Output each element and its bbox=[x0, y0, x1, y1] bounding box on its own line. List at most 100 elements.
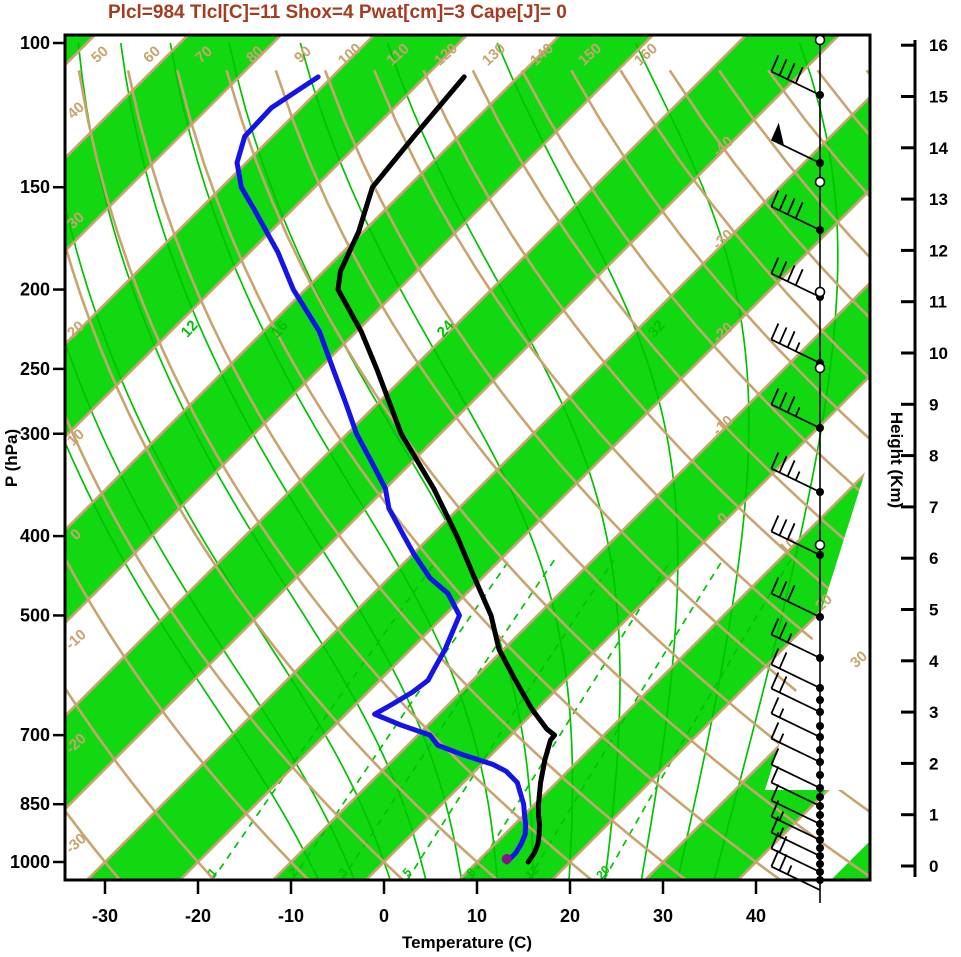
wind-barb-full bbox=[770, 800, 780, 817]
height-tick-label: 5 bbox=[929, 601, 938, 620]
wind-barb-full bbox=[786, 522, 796, 540]
wind-barb-full bbox=[770, 55, 780, 72]
moist-adiabat bbox=[65, 200, 392, 880]
wind-barb-shaft bbox=[771, 781, 821, 807]
wind-barb-full bbox=[770, 648, 780, 665]
isotherm bbox=[65, 35, 375, 346]
wind-barb-full bbox=[778, 392, 788, 409]
wind-barb-full bbox=[794, 201, 804, 219]
wind-barb-full bbox=[770, 766, 780, 783]
pressure-tick-label: 100 bbox=[20, 33, 50, 53]
isotherm bbox=[551, 560, 870, 880]
wind-barb-shaft bbox=[771, 799, 821, 825]
wind-barb-full bbox=[786, 330, 796, 348]
wind-level-circle bbox=[814, 34, 826, 46]
dry-adiabat bbox=[422, 69, 870, 625]
pressure-tick-label: 400 bbox=[20, 526, 50, 546]
temperature-tick-label: 20 bbox=[560, 906, 580, 926]
dry-adiabat bbox=[225, 69, 870, 879]
height-tick-label: 2 bbox=[929, 754, 938, 773]
height-tick-label: 3 bbox=[929, 703, 938, 722]
wind-barb-full bbox=[778, 652, 788, 669]
wind-barb-full bbox=[770, 452, 780, 469]
pressure-tick-label: 200 bbox=[20, 280, 50, 300]
wind-level-dot bbox=[816, 722, 824, 730]
grid-label: 50 bbox=[88, 43, 112, 67]
wind-barb-full bbox=[770, 697, 780, 714]
height-tick-label: 12 bbox=[929, 241, 948, 260]
grid-label: 90 bbox=[291, 43, 315, 67]
height-tick-label: 16 bbox=[929, 36, 948, 55]
isotherm bbox=[365, 374, 870, 880]
dry-adiabat bbox=[65, 685, 216, 880]
wind-level-dot bbox=[816, 793, 824, 801]
dry-adiabat bbox=[471, 69, 870, 563]
isotherm bbox=[458, 467, 870, 880]
dewpoint-curve bbox=[234, 74, 529, 865]
wind-barb-full bbox=[770, 257, 780, 274]
surface-dot bbox=[501, 854, 512, 864]
wind-level-dot bbox=[816, 876, 824, 884]
wind-barb-full bbox=[786, 459, 796, 477]
wind-level-dot bbox=[816, 828, 824, 836]
wind-barb-half bbox=[778, 733, 785, 743]
height-tick-label: 9 bbox=[929, 395, 938, 414]
wind-barb-full bbox=[778, 854, 788, 871]
wind-barb-full bbox=[794, 66, 804, 84]
height-tick-label: 1 bbox=[929, 806, 938, 825]
wind-barb-full bbox=[778, 261, 788, 278]
wind-level-circle bbox=[814, 176, 826, 188]
dry-adiabat bbox=[570, 69, 870, 441]
moist-adiabat bbox=[299, 42, 574, 880]
temperature-tick-label: -20 bbox=[185, 906, 211, 926]
pressure-tick-label: 300 bbox=[20, 424, 50, 444]
wind-barb-pennant bbox=[771, 122, 784, 146]
height-tick-label: 14 bbox=[929, 139, 948, 158]
moist-adiabat bbox=[77, 42, 427, 880]
pressure-axis-title: P (hPa) bbox=[2, 429, 21, 487]
wind-barb-half bbox=[778, 827, 785, 837]
grid-label: 130 bbox=[479, 40, 509, 69]
wind-barb-half bbox=[778, 708, 785, 718]
wind-barb-full bbox=[786, 584, 796, 602]
wind-barb-half bbox=[778, 811, 785, 821]
isotherm bbox=[65, 35, 561, 532]
dry-adiabat bbox=[126, 70, 687, 880]
wind-barb-full bbox=[786, 264, 796, 282]
height-tick-label: 10 bbox=[929, 344, 948, 363]
wind-barb-full bbox=[778, 676, 788, 693]
temperature-tick-label: 10 bbox=[467, 906, 487, 926]
isotherm bbox=[65, 35, 282, 253]
dry-adiabat bbox=[176, 70, 782, 880]
wind-barb-full bbox=[794, 268, 804, 286]
dry-adiabat bbox=[65, 240, 499, 880]
wind-barb-full bbox=[770, 577, 780, 594]
plot-frame bbox=[63, 33, 872, 882]
mixing-ratio-line bbox=[406, 559, 615, 880]
wind-barb-full bbox=[770, 816, 780, 833]
dry-adiabat bbox=[274, 69, 870, 814]
height-tick-label: 0 bbox=[929, 857, 938, 876]
mixing-ratio-line bbox=[527, 559, 724, 880]
temperature-tick-label: -10 bbox=[278, 906, 304, 926]
height-tick-label: 11 bbox=[929, 293, 947, 312]
wind-barb-full bbox=[778, 836, 788, 853]
wind-barb-half bbox=[786, 633, 793, 643]
moist-adiabat bbox=[386, 42, 621, 880]
mixing-ratio-line bbox=[211, 559, 438, 880]
pressure-axis: 100 150 200 250 300 400 500 700 850 1000 P (hPa) bbox=[2, 33, 64, 872]
wind-barb-full bbox=[778, 194, 788, 211]
chart-title: Plcl=984 Tlcl[C]=11 Shox=4 Pwat[cm]=3 Ca… bbox=[108, 2, 567, 23]
wind-barb-half bbox=[786, 865, 793, 875]
wind-barb-full bbox=[778, 456, 788, 473]
grid-label: 1 bbox=[205, 865, 220, 880]
wind-barb-full bbox=[770, 784, 780, 801]
pressure-tick-label: 700 bbox=[20, 725, 50, 745]
pressure-tick-label: 500 bbox=[20, 605, 50, 625]
wind-barb-full bbox=[778, 59, 788, 76]
temperature-tick-label: 30 bbox=[653, 906, 673, 926]
pressure-tick-label: 1000 bbox=[10, 852, 50, 872]
height-tick-label: 13 bbox=[929, 190, 948, 209]
wind-barb-half bbox=[794, 471, 801, 481]
